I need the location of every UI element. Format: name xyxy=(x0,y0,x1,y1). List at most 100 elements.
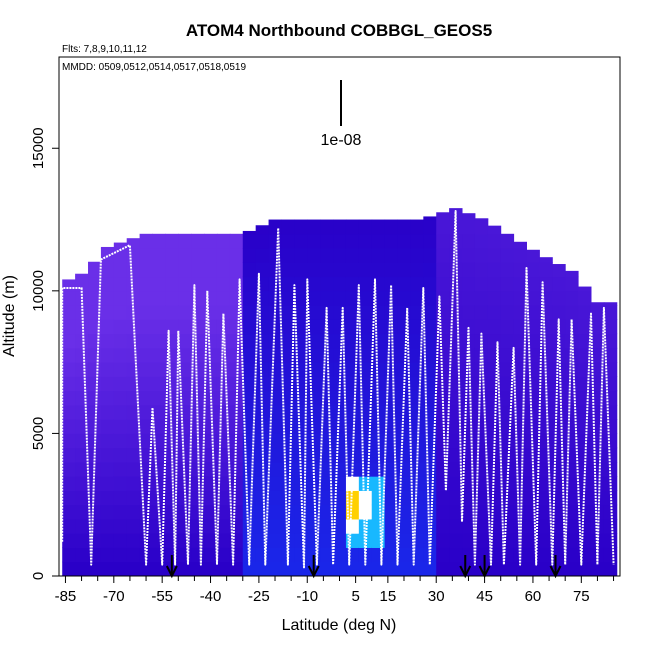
curtain-cell xyxy=(126,461,141,477)
curtain-cell xyxy=(436,504,450,520)
curtain-cell xyxy=(242,230,257,235)
curtain-cell xyxy=(590,376,605,392)
curtain-cell xyxy=(333,262,347,278)
curtain-cell xyxy=(178,447,192,463)
curtain-cell xyxy=(75,376,89,392)
curtain-cell xyxy=(603,305,618,320)
curtain-cell xyxy=(88,504,102,520)
curtain-cell xyxy=(590,302,605,306)
curtain-cell xyxy=(178,347,192,363)
curtain-cell xyxy=(113,547,128,563)
curtain-cell xyxy=(590,447,605,463)
curtain-cell xyxy=(191,333,205,349)
curtain-cell xyxy=(552,305,566,320)
curtain-cell xyxy=(216,362,231,377)
curtain-cell xyxy=(384,219,399,235)
curtain-cell xyxy=(410,447,424,463)
curtain-cell xyxy=(500,290,515,306)
curtain-cell xyxy=(204,461,218,477)
curtain-cell xyxy=(539,561,553,577)
curtain-cell xyxy=(449,476,463,491)
curtain-cell xyxy=(578,518,592,534)
curtain-cell xyxy=(565,305,579,320)
curtain-cell xyxy=(333,518,347,534)
curtain-cell xyxy=(62,461,76,477)
curtain-cell xyxy=(333,290,347,306)
curtain-cell xyxy=(552,276,566,292)
curtain-cell xyxy=(590,476,605,491)
curtain-cell xyxy=(255,333,270,349)
curtain-cell xyxy=(255,404,270,420)
curtain-cell xyxy=(384,319,399,335)
curtain-cell xyxy=(603,390,618,406)
curtain-cell xyxy=(578,286,592,292)
curtain-cell xyxy=(216,262,231,278)
curtain-cell xyxy=(436,404,450,420)
curtain-cell xyxy=(474,218,489,221)
curtain-cell xyxy=(513,333,527,349)
curtain-cell xyxy=(578,319,592,335)
curtain-cell xyxy=(75,518,89,534)
curtain-cell xyxy=(590,333,605,349)
curtain-cell xyxy=(410,490,424,506)
curtain-cell xyxy=(62,518,76,534)
curtain-cell xyxy=(100,262,115,278)
curtain-cell xyxy=(358,276,373,292)
dates-label: MMDD: 0509,0512,0514,0517,0518,0519 xyxy=(62,62,246,73)
curtain-cell xyxy=(462,248,476,263)
curtain-cell xyxy=(113,504,128,520)
curtain-cell xyxy=(603,433,618,449)
curtain-cell xyxy=(62,279,76,292)
curtain-cell xyxy=(152,276,166,292)
curtain-cell xyxy=(552,376,566,392)
curtain-cell xyxy=(75,547,89,563)
curtain-cell xyxy=(229,347,244,363)
curtain-cell xyxy=(88,261,102,263)
curtain-cell xyxy=(578,333,592,349)
curtain-cell xyxy=(539,547,553,563)
curtain-cell xyxy=(410,305,424,320)
curtain-cell xyxy=(139,233,153,249)
curtain-cell xyxy=(371,490,386,506)
curtain-cell xyxy=(216,347,231,363)
curtain-cell xyxy=(62,476,76,491)
curtain-cell xyxy=(462,305,476,320)
curtain-cell xyxy=(371,547,386,563)
curtain-cell xyxy=(513,248,527,263)
curtain-cell xyxy=(371,233,386,249)
curtain-cell xyxy=(242,476,257,491)
curtain-cell xyxy=(126,347,141,363)
curtain-cell xyxy=(268,518,282,534)
curtain-cell xyxy=(397,248,411,263)
curtain-cell xyxy=(242,561,257,577)
curtain-cell xyxy=(62,504,76,520)
curtain-cell xyxy=(449,319,463,335)
curtain-cell xyxy=(603,347,618,363)
curtain-cell xyxy=(113,561,128,577)
curtain-cell xyxy=(603,547,618,563)
curtain-cell xyxy=(268,305,282,320)
curtain-cell xyxy=(100,433,115,449)
curtain-cell xyxy=(578,390,592,406)
curtain-cell xyxy=(255,362,270,377)
x-tick-label: -25 xyxy=(248,588,270,605)
curtain-cell xyxy=(526,249,540,263)
curtain-cell xyxy=(139,404,153,420)
curtain-cell xyxy=(242,390,257,406)
curtain-cell xyxy=(165,276,179,292)
curtain-cell xyxy=(281,447,295,463)
curtain-cell xyxy=(281,518,295,534)
curtain-cell xyxy=(100,419,115,434)
curtain-cell xyxy=(100,518,115,534)
curtain-cell xyxy=(565,547,579,563)
curtain-cell xyxy=(410,233,424,249)
curtain-cell xyxy=(462,213,476,221)
curtain-cell xyxy=(423,476,437,491)
curtain-cell xyxy=(307,461,321,477)
curtain-cell xyxy=(126,533,141,548)
curtain-cell xyxy=(371,476,386,491)
curtain-cell xyxy=(513,290,527,306)
curtain-cell xyxy=(436,561,450,577)
curtain-cell xyxy=(204,518,218,534)
curtain-cell xyxy=(320,219,334,235)
